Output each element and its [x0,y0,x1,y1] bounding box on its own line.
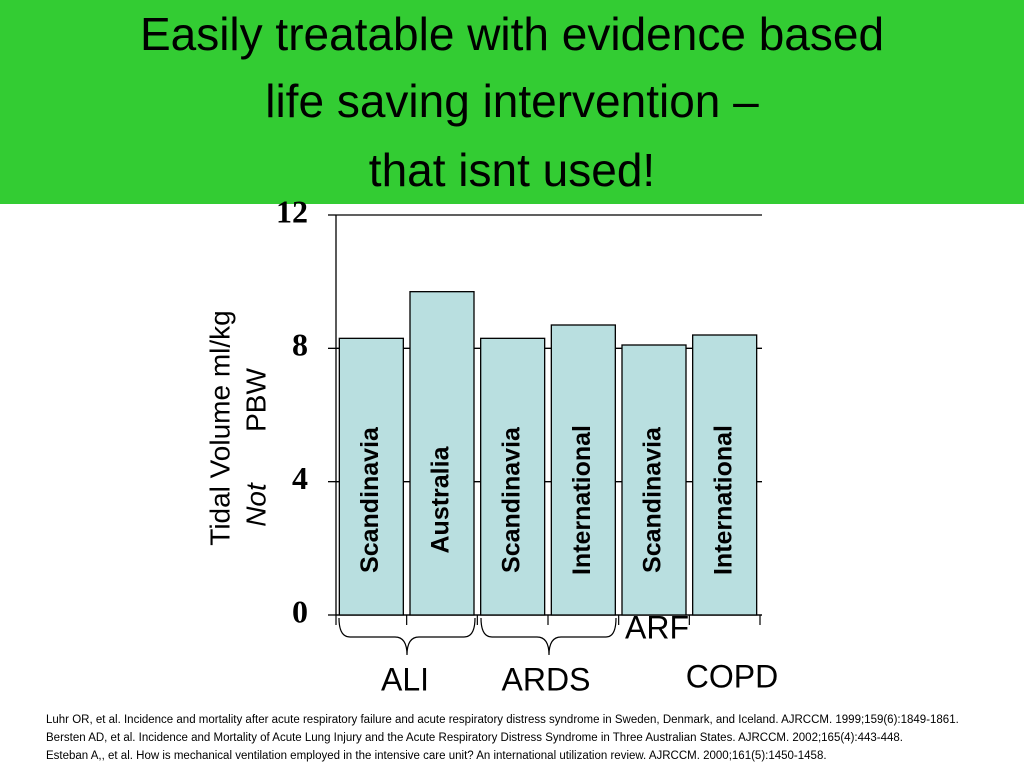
y-tick-label: 0 [292,593,308,629]
category-label: Australia [427,445,455,553]
title-line: life saving intervention – [265,75,759,127]
bar [621,344,687,616]
category-label: Scandinavia [639,426,667,573]
bar [480,337,546,616]
reference: Bersten AD, et al. Incidence and Mortali… [46,732,903,744]
category-label: Scandinavia [497,426,525,573]
category-label: International [568,425,596,575]
category-label: Scandinavia [356,426,384,573]
y-tick-label: 12 [276,193,308,229]
title-band [0,0,1024,204]
y-axis-label: Not [240,482,271,527]
reference: Luhr OR, et al. Incidence and mortality … [46,714,959,726]
bar [550,324,616,616]
y-tick-label: 8 [292,327,308,363]
reference: Esteban A,, et al. How is mechanical ven… [46,750,827,762]
bar [692,334,758,616]
group-label: COPD [686,658,778,694]
title-line: Easily treatable with evidence based [140,8,884,60]
title-line: that isnt used! [369,144,655,196]
bar [409,291,475,616]
y-tick-label: 4 [292,460,308,496]
y-axis-label: Tidal Volume ml/kg [204,310,235,546]
bar [338,337,404,616]
brace [338,617,476,656]
group-label: ALI [381,661,429,697]
category-label: International [709,425,737,575]
brace [480,617,617,656]
group-label: ARDS [502,661,591,697]
y-axis-label: PBW [240,368,271,432]
